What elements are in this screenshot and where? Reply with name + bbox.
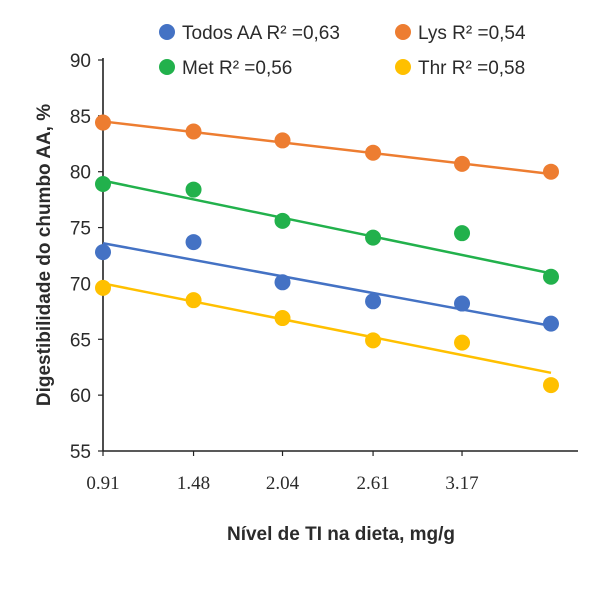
legend-marker-met — [159, 59, 175, 75]
y-axis-title: Digestibilidade do chumbo AA, % — [34, 104, 55, 406]
legend-marker-lys — [395, 24, 411, 40]
legend-entry-lys: Lys R² =0,54 — [395, 23, 526, 44]
point-thr — [274, 310, 291, 327]
legend-entry-met: Met R² =0,56 — [159, 58, 292, 79]
legend-label-todos-aa: Todos AA R² =0,63 — [182, 23, 340, 44]
y-tick-label: 60 — [70, 386, 91, 407]
point-lys — [542, 163, 559, 180]
x-tick-label: 0.91 — [86, 473, 119, 494]
y-tick-label: 80 — [70, 163, 91, 184]
legend-marker-thr — [395, 59, 411, 75]
point-todos-aa — [365, 293, 382, 310]
point-thr — [95, 279, 111, 296]
x-axis-title: Nível de TI na dieta, mg/g — [227, 524, 455, 545]
y-tick-label: 90 — [70, 51, 91, 72]
point-lys — [454, 155, 471, 172]
trendline-todos-aa — [102, 241, 552, 328]
plot-area: 55 60 65 70 75 80 85 90 0.91 1.48 2.04 2.61 3.17 — [70, 51, 578, 494]
x-tick-label: 2.04 — [266, 473, 300, 494]
legend-entry-thr: Thr R² =0,58 — [395, 58, 525, 79]
trendline-thr — [102, 282, 552, 375]
point-thr — [365, 332, 382, 349]
y-tick-label: 75 — [70, 219, 91, 240]
x-tick-label: 3.17 — [445, 473, 478, 494]
trendline-met — [102, 179, 552, 275]
point-todos-aa — [454, 295, 471, 312]
point-todos-aa — [185, 234, 202, 251]
point-thr — [454, 334, 471, 351]
x-tick-label: 1.48 — [177, 473, 210, 494]
y-tick-label: 55 — [70, 442, 91, 463]
legend-label-met: Met R² =0,56 — [182, 58, 292, 79]
point-met — [185, 181, 202, 198]
legend-label-lys: Lys R² =0,54 — [418, 23, 526, 44]
x-tick-label: 2.61 — [356, 473, 389, 494]
trendline-lys — [102, 120, 552, 176]
y-tick-label: 70 — [70, 274, 91, 295]
point-todos-aa — [95, 244, 111, 261]
point-lys — [95, 114, 111, 131]
point-met — [274, 212, 291, 229]
point-met — [365, 229, 382, 246]
point-thr — [185, 292, 202, 309]
point-todos-aa — [274, 274, 291, 291]
point-lys — [185, 123, 202, 140]
legend-marker-todos-aa — [159, 24, 175, 40]
point-todos-aa — [542, 315, 559, 332]
point-met — [542, 268, 559, 285]
point-lys — [274, 132, 291, 149]
point-thr — [542, 377, 559, 394]
legend-entry-todos-aa: Todos AA R² =0,63 — [159, 23, 340, 44]
y-tick-label: 85 — [70, 107, 91, 128]
point-met — [95, 176, 111, 193]
point-lys — [365, 144, 382, 161]
legend: Todos AA R² =0,63 Lys R² =0,54 Met R² =0… — [159, 23, 526, 79]
point-met — [454, 225, 471, 242]
legend-label-thr: Thr R² =0,58 — [418, 58, 525, 79]
y-tick-label: 65 — [70, 330, 91, 351]
